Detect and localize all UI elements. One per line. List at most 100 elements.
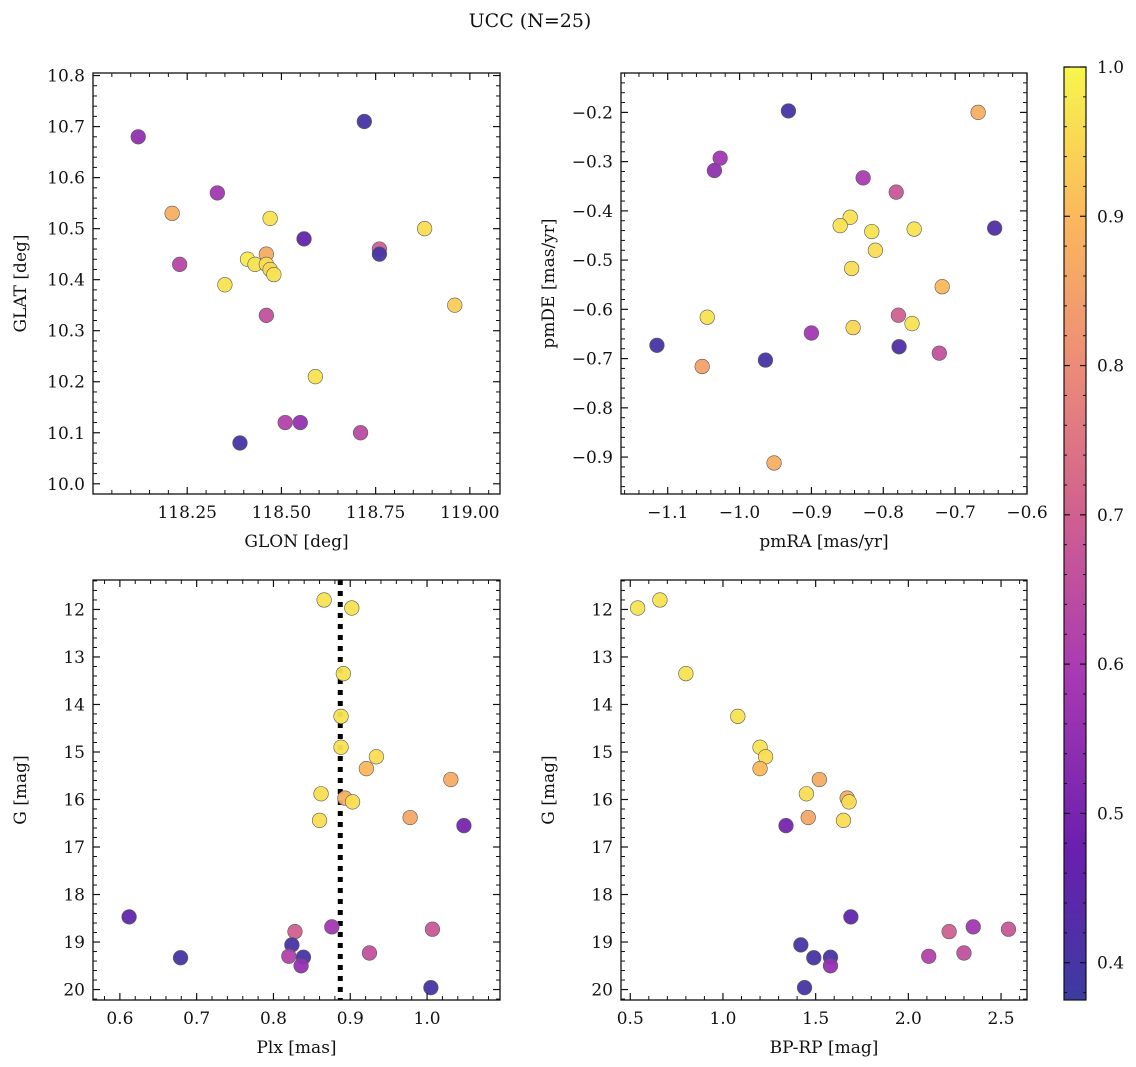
x-tick-label: −0.7 (935, 503, 976, 523)
x-tick-label: 0.5 (617, 1009, 644, 1029)
data-point (266, 266, 282, 283)
colorbar-gradient (1064, 67, 1086, 1000)
data-point (841, 794, 857, 810)
y-tick-label: −0.2 (572, 103, 613, 123)
y-tick-label: 10.7 (47, 118, 85, 138)
panel-bprp-g: 0.5 1.0 1.5 2.0 2.5 12 13 14 15 16 17 18 19 20 BP-RP [… (539, 579, 1028, 1058)
data-point (209, 185, 225, 201)
data-point (699, 309, 715, 325)
x-axis-label: GLON [deg] (244, 532, 348, 552)
data-point (780, 103, 797, 119)
data-point (423, 980, 439, 996)
data-point (835, 812, 852, 829)
data-point (307, 369, 323, 385)
x-tick-label: 118.50 (252, 503, 311, 523)
y-tick-label: 17 (591, 838, 613, 858)
data-point (344, 794, 361, 810)
y-tick-label: 16 (63, 791, 85, 811)
y-tick-label: 15 (63, 743, 85, 763)
data-point (456, 818, 472, 834)
data-point (277, 414, 293, 431)
data-point (941, 923, 957, 940)
data-point (311, 812, 328, 829)
x-tick-label: 2.5 (988, 1009, 1015, 1029)
y-tick-label: 17 (63, 838, 85, 858)
data-point (402, 809, 418, 826)
data-point (712, 150, 728, 166)
data-point (344, 600, 360, 616)
data-point (313, 786, 329, 802)
y-tick-label: 20 (63, 981, 85, 1001)
y-tick-label: −0.3 (572, 153, 613, 173)
axes-frame (620, 72, 1028, 495)
colorbar-tick-label: 0.7 (1097, 506, 1124, 526)
data-point (921, 948, 937, 964)
data-point (121, 909, 137, 925)
data-point (316, 592, 332, 608)
data-point (172, 950, 189, 966)
y-axis-label: GLAT [deg] (11, 234, 31, 332)
data-point (258, 307, 274, 323)
x-tick-label: 0.9 (337, 1009, 364, 1029)
x-tick-label: 1.0 (709, 1009, 736, 1029)
x-axis-label: BP-RP [mag] (770, 1038, 879, 1058)
data-point (888, 184, 904, 200)
data-point (649, 337, 665, 353)
x-tick-label: −0.6 (1006, 503, 1047, 523)
axes-frame (620, 579, 1028, 1001)
data-point (832, 218, 848, 234)
y-tick-label: 10.2 (47, 373, 85, 393)
data-point (293, 958, 309, 974)
data-point (630, 600, 646, 616)
y-axis-label: G [mag] (539, 755, 559, 824)
x-tick-label: −0.8 (863, 503, 904, 523)
data-point (333, 708, 349, 724)
x-tick-label: 0.7 (183, 1009, 210, 1029)
data-point (287, 923, 303, 940)
data-point (324, 919, 340, 935)
data-point (970, 104, 986, 120)
x-tick-label: 118.25 (157, 503, 216, 523)
y-tick-label: 10.3 (47, 322, 85, 342)
data-point (1000, 921, 1017, 937)
data-point (130, 129, 146, 145)
y-tick-label: 14 (63, 695, 85, 715)
y-tick-label: −0.8 (572, 399, 613, 419)
colorbar-frame (1063, 66, 1087, 1001)
colorbar-tick-label: 0.8 (1097, 357, 1124, 377)
x-tick-label: −1.1 (647, 503, 688, 523)
data-point (443, 771, 459, 788)
y-tick-label: 12 (63, 600, 85, 620)
colorbar: 0.4 0.5 0.6 0.7 0.8 0.9 1.0 (1063, 58, 1124, 1001)
colorbar-tick-label: 0.9 (1097, 207, 1124, 227)
y-axis-label: pmDE [mas/yr] (539, 218, 559, 348)
data-point (757, 352, 774, 368)
data-point (292, 414, 308, 431)
y-tick-label: 10.8 (47, 67, 85, 87)
y-tick-label: 18 (591, 886, 613, 906)
data-point (987, 220, 1003, 236)
data-point (806, 950, 822, 966)
x-tick-label: −0.9 (791, 503, 832, 523)
data-point (333, 739, 349, 755)
data-point (844, 260, 860, 277)
data-point (904, 316, 920, 332)
panel-plx-g: 0.6 0.7 0.8 0.9 1.0 12 13 14 15 16 17 18 19 20 Plx [ma… (11, 579, 501, 1058)
data-point (798, 786, 814, 802)
data-point (371, 246, 388, 262)
x-tick-label: −1.0 (719, 503, 760, 523)
data-point (842, 209, 858, 225)
x-tick-label: 1.0 (414, 1009, 441, 1029)
data-point (706, 162, 723, 179)
y-tick-label: −0.5 (572, 251, 613, 271)
data-point (843, 909, 859, 925)
data-point (811, 771, 827, 788)
y-tick-label: 13 (63, 648, 85, 668)
x-tick-label: 118.75 (346, 503, 405, 523)
data-point (796, 980, 813, 996)
data-point (217, 277, 233, 293)
x-axis-label: Plx [mas] (256, 1038, 336, 1058)
colorbar-tick-label: 0.6 (1097, 655, 1124, 675)
data-point (262, 210, 278, 227)
data-point (778, 818, 794, 834)
